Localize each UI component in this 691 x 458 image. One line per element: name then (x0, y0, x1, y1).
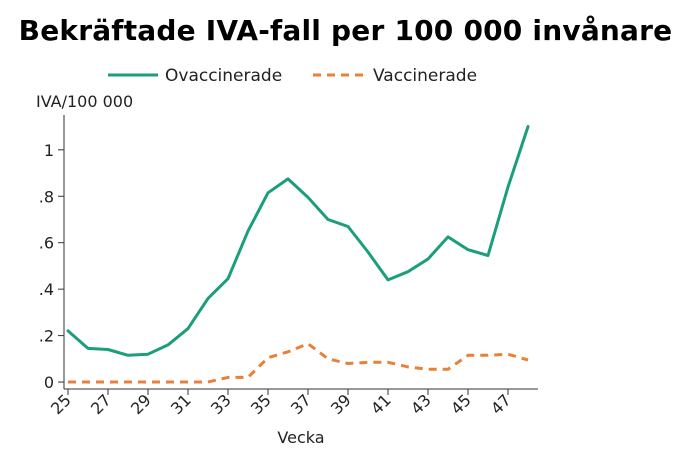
x-tick-label: 47 (487, 390, 515, 418)
x-tick-label: 37 (287, 390, 315, 418)
series-line-ovaccinerade (66, 125, 530, 357)
legend-label-vaccinerade: Vaccinerade (373, 66, 477, 86)
x-tick-label: 27 (87, 390, 115, 418)
x-tick-label: 25 (47, 390, 75, 418)
y-tick-label: .4 (39, 280, 54, 299)
chart-title: Bekräftade IVA-fall per 100 000 invånare (18, 14, 673, 47)
y-tick-label: 0 (44, 373, 54, 392)
series-line-vaccinerade (68, 342, 529, 384)
x-tick-label: 33 (207, 390, 235, 418)
y-tick-label: .8 (39, 187, 54, 206)
legend: Ovaccinerade Vaccinerade (108, 66, 477, 86)
y-tick-label: .2 (39, 327, 54, 346)
x-axis-label: Vecka (277, 428, 324, 447)
x-ticks: 25 27 29 31 33 35 37 39 41 43 45 47 (47, 389, 515, 418)
x-tick-label: 31 (167, 390, 195, 418)
x-tick-label: 43 (407, 390, 435, 418)
x-tick-label: 35 (247, 390, 275, 418)
x-tick-label: 39 (327, 390, 355, 418)
y-tick-label: .6 (39, 234, 54, 253)
series-lines (66, 125, 530, 384)
legend-label-ovaccinerade: Ovaccinerade (165, 66, 282, 86)
x-tick-label: 41 (367, 390, 395, 418)
y-axis-label: IVA/100 000 (36, 92, 133, 111)
x-tick-label: 29 (127, 390, 155, 418)
x-tick-label: 45 (447, 390, 475, 418)
y-ticks: 0 .2 .4 .6 .8 1 (39, 141, 64, 392)
y-tick-label: 1 (44, 141, 54, 160)
